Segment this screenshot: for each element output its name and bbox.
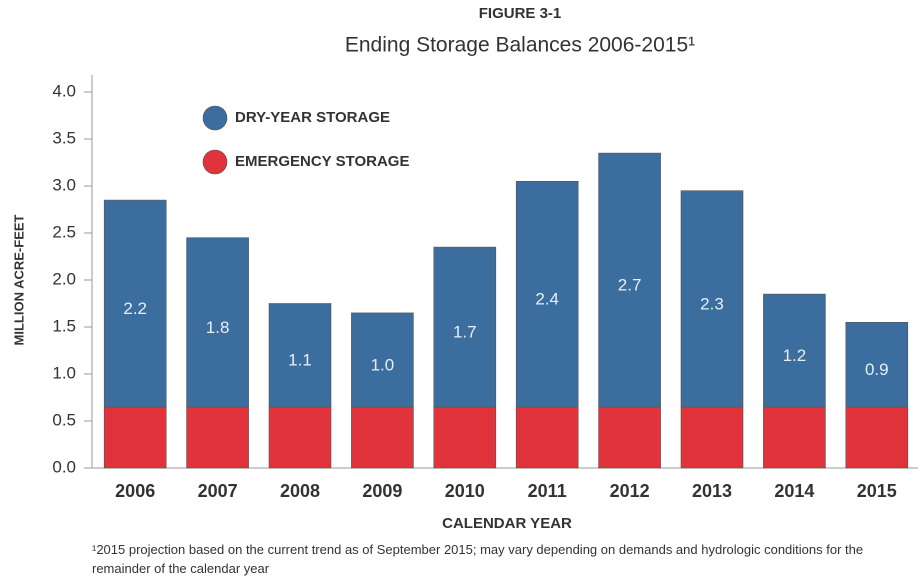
bar-segment [515, 406, 579, 469]
y-tick-label: 1.0 [52, 363, 76, 382]
legend-label: DRY-YEAR STORAGE [235, 109, 390, 126]
y-tick-label: 3.5 [52, 128, 76, 147]
bar-segment [186, 406, 249, 469]
data-label: 1.2 [783, 346, 807, 365]
bar-segment [598, 406, 661, 469]
figure-label: FIGURE 3-1 [479, 5, 562, 22]
x-tick-label: 2014 [774, 481, 814, 501]
x-tick-label: 2006 [115, 481, 155, 501]
bar-segment [680, 190, 744, 408]
y-tick-label: 4.0 [52, 81, 76, 100]
y-tick-label: 2.0 [52, 269, 76, 288]
x-tick-label: 2010 [445, 481, 485, 501]
chart-title: Ending Storage Balances 2006-2015¹ [345, 34, 695, 57]
bar-segment [598, 152, 661, 408]
y-axis-label: MILLION ACRE-FEET [11, 214, 26, 345]
x-tick-label: 2013 [692, 481, 732, 501]
bar-segment [351, 406, 414, 469]
x-tick-label: 2009 [362, 481, 402, 501]
bar-segment [268, 406, 332, 469]
data-label: 2.7 [618, 275, 642, 294]
y-tick-label: 0.5 [52, 410, 76, 429]
y-tick-label: 3.0 [52, 175, 76, 194]
data-label: 2.3 [700, 294, 724, 313]
bar-segment [351, 312, 414, 408]
bar-segment [515, 181, 579, 408]
data-label: 0.9 [865, 360, 889, 379]
bar-segment [433, 406, 497, 469]
x-tick-label: 2011 [528, 481, 567, 501]
data-label: 1.0 [371, 355, 395, 374]
data-label: 1.8 [206, 318, 230, 337]
bar-segment [433, 246, 497, 408]
bar-segment [763, 293, 826, 408]
legend-swatch [202, 105, 228, 131]
bar-segment [186, 237, 249, 408]
x-tick-label: 2007 [198, 481, 238, 501]
bar-segment [680, 406, 744, 469]
x-tick-label: 2015 [857, 481, 897, 501]
legend-label: EMERGENCY STORAGE [235, 153, 409, 170]
bar-segment [763, 406, 826, 469]
y-tick-label: 0.0 [52, 457, 76, 476]
footnote: ¹2015 projection based on the current tr… [92, 542, 864, 576]
data-label: 1.1 [288, 351, 312, 370]
bar-segment [845, 321, 909, 408]
bar-segment [103, 406, 167, 469]
data-label: 1.7 [453, 322, 477, 341]
y-tick-label: 1.5 [52, 316, 76, 335]
bar-segment [103, 199, 167, 408]
bar-segment [268, 303, 332, 408]
data-label: 2.4 [535, 290, 559, 309]
x-axis-label: CALENDAR YEAR [442, 515, 572, 532]
y-tick-label: 2.5 [52, 222, 76, 241]
x-tick-label: 2008 [280, 481, 320, 501]
x-tick-label: 2012 [610, 481, 650, 501]
legend-swatch [202, 149, 228, 175]
bar-segment [845, 406, 909, 469]
data-label: 2.2 [123, 299, 147, 318]
